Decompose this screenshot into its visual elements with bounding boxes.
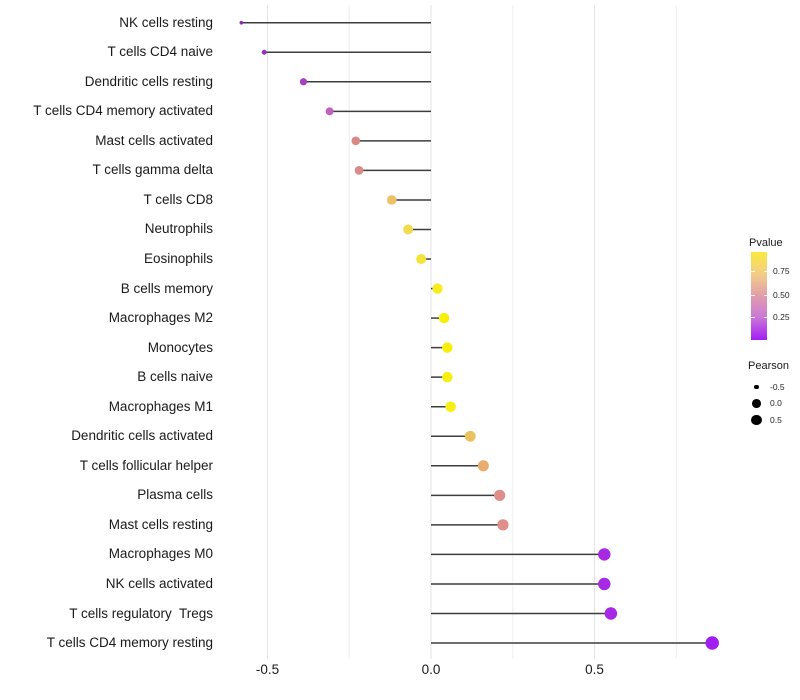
pvalue-legend: Pvalue 0.75 0.50 0.25 [749, 237, 799, 347]
pearson-legend: Pearson -0.5 0.0 0.5 [748, 360, 800, 435]
lollipop-dot [598, 577, 611, 591]
x-axis-tick-label: 0.5 [585, 662, 604, 677]
lollipop-dot [432, 283, 443, 294]
y-axis-label: T cells CD4 naive [107, 44, 213, 60]
y-axis-label: NK cells activated [105, 575, 213, 591]
pvalue-tick-label: 0.50 [773, 289, 790, 300]
y-axis-label: T cells gamma delta [92, 162, 213, 178]
lollipop-dot [464, 430, 476, 442]
y-axis-label: Macrophages M1 [108, 398, 213, 414]
lollipop-dot [494, 489, 506, 501]
lollipop-dot [705, 636, 719, 650]
colorbar-tick-mark [763, 294, 767, 296]
y-axis-label: Plasma cells [137, 487, 213, 503]
lollipop-dot [261, 49, 267, 55]
y-axis-label: T cells CD8 [143, 191, 213, 207]
y-axis-label: Macrophages M2 [108, 310, 213, 326]
pearson-legend-entry: 0.0 [750, 396, 782, 410]
colorbar-tick-mark [763, 271, 767, 273]
lollipop-dot [598, 548, 611, 561]
lollipop-dot [239, 20, 244, 25]
pearson-legend-entry: 0.5 [750, 413, 782, 427]
x-axis-tick-label: 0.0 [421, 662, 441, 677]
pearson-legend-entry: -0.5 [750, 380, 785, 394]
lollipop-dot [442, 342, 453, 353]
y-axis-label: T cells follicular helper [79, 457, 213, 473]
y-axis-label: Macrophages M0 [108, 546, 213, 562]
lollipop-dot [497, 519, 509, 531]
y-axis-label: Monocytes [147, 339, 213, 355]
lollipop-dot [325, 107, 334, 116]
y-axis-label: Mast cells resting [108, 516, 213, 532]
lollipop-dot [386, 195, 397, 205]
pearson-legend-dot [754, 384, 759, 390]
pearson-legend-title: Pearson [748, 360, 789, 372]
lollipop-dot [604, 607, 618, 620]
pearson-legend-label: 0.5 [770, 414, 782, 425]
pvalue-colorbar [751, 252, 767, 340]
colorbar-tick-mark [751, 317, 755, 319]
x-axis-tick-label: -0.5 [255, 662, 280, 677]
pvalue-legend-title: Pvalue [749, 237, 783, 249]
y-axis-label: Dendritic cells activated [71, 428, 213, 444]
colorbar-tick-mark [751, 294, 755, 296]
lollipop-dot [416, 253, 427, 265]
y-axis-label: Eosinophils [143, 251, 213, 267]
lollipop-dot [442, 371, 453, 383]
lollipop-dot [403, 224, 414, 235]
lollipop-dot [354, 166, 364, 175]
colorbar-tick-mark [763, 317, 767, 319]
pvalue-tick-label: 0.25 [773, 312, 790, 323]
pearson-legend-dot [752, 399, 761, 408]
lollipop-dot [351, 136, 361, 146]
y-axis-label: B cells naive [137, 369, 213, 385]
lollipop-dot [299, 78, 308, 86]
colorbar-tick-mark [751, 271, 755, 273]
pearson-legend-label: 0.0 [770, 398, 782, 409]
lollipop-dot [438, 312, 450, 324]
lollipop-dot [445, 401, 456, 412]
y-axis-label: T cells regulatory Tregs [69, 605, 213, 621]
pearson-legend-dot [751, 414, 762, 426]
pearson-legend-label: -0.5 [770, 382, 785, 392]
y-axis-label: Mast cells activated [95, 132, 213, 148]
y-axis-label: NK cells resting [119, 14, 213, 30]
lollipop-dot [477, 460, 489, 472]
y-axis-label: Neutrophils [144, 221, 213, 237]
y-axis-label: B cells memory [120, 280, 213, 296]
y-axis-label: T cells CD4 memory activated [33, 103, 213, 119]
y-axis-label: Dendritic cells resting [84, 73, 213, 89]
y-axis-label: T cells CD4 memory resting [46, 635, 213, 651]
pvalue-tick-label: 0.75 [773, 266, 790, 277]
